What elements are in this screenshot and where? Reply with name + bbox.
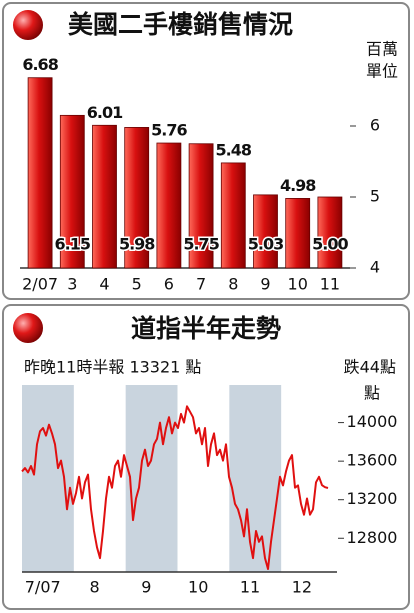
panel — [2, 304, 410, 610]
y-tick-label: 14000 — [347, 412, 398, 431]
axis-label: 百萬 — [366, 40, 398, 59]
data-label: 5.76 — [151, 121, 187, 140]
x-tick-label: 5 — [132, 275, 142, 294]
data-label: 6.01 — [87, 103, 123, 122]
x-tick-label: 9 — [141, 578, 151, 597]
y-tick-label: 12800 — [347, 528, 398, 547]
x-tick-label: 7 — [196, 275, 206, 294]
data-label: 4.98 — [280, 176, 316, 195]
bar — [253, 194, 278, 269]
x-tick-label: 8 — [228, 275, 238, 294]
bar — [220, 162, 246, 269]
chart-title: 美國二手樓銷售情況 — [68, 10, 293, 39]
x-tick-label: 12 — [292, 578, 312, 597]
data-label: 5.48 — [216, 140, 252, 159]
bar — [317, 196, 343, 269]
y-tick-label: 6 — [370, 116, 380, 135]
data-label: 5.03 — [248, 235, 283, 254]
line — [21, 405, 329, 570]
x-tick-label: 11 — [320, 275, 340, 294]
axis-label: 單位 — [366, 62, 398, 81]
x-tick-label: 10 — [188, 578, 208, 597]
x-tick-label: 9 — [260, 275, 270, 294]
icon — [11, 311, 45, 345]
bar — [27, 77, 53, 269]
y-tick-label: 5 — [370, 187, 380, 206]
y-tick-label: 4 — [370, 258, 380, 277]
bar — [188, 143, 214, 269]
data-label: 5.75 — [183, 235, 219, 254]
data-label: 6.68 — [22, 55, 58, 74]
annotation: 昨晚11時半報 13321 點 — [24, 358, 201, 377]
data-label: 5.00 — [312, 235, 348, 254]
y-tick-label: 13600 — [347, 451, 398, 470]
bar — [124, 127, 150, 269]
x-tick-label: 11 — [240, 578, 260, 597]
data-label: 6.15 — [55, 235, 91, 254]
month-band — [125, 385, 178, 572]
y-tick-label: 13200 — [347, 489, 398, 508]
annotation: 跌44點 — [344, 358, 396, 377]
bar — [156, 142, 182, 269]
chart-title: 道指半年走勢 — [131, 314, 281, 343]
axis-label: 點 — [364, 384, 380, 403]
bar — [92, 124, 117, 269]
bar — [285, 198, 311, 269]
x-tick-label: 3 — [67, 275, 77, 294]
month-band — [22, 385, 74, 572]
x-tick-label: 8 — [89, 578, 99, 597]
x-tick-label: 7/07 — [25, 578, 61, 597]
icon — [11, 8, 45, 42]
x-tick-label: 10 — [288, 275, 308, 294]
x-tick-label: 4 — [99, 275, 109, 294]
data-label: 5.98 — [119, 235, 155, 254]
x-tick-label: 2/07 — [22, 275, 58, 294]
bar — [59, 114, 85, 269]
x-tick-label: 6 — [164, 275, 174, 294]
